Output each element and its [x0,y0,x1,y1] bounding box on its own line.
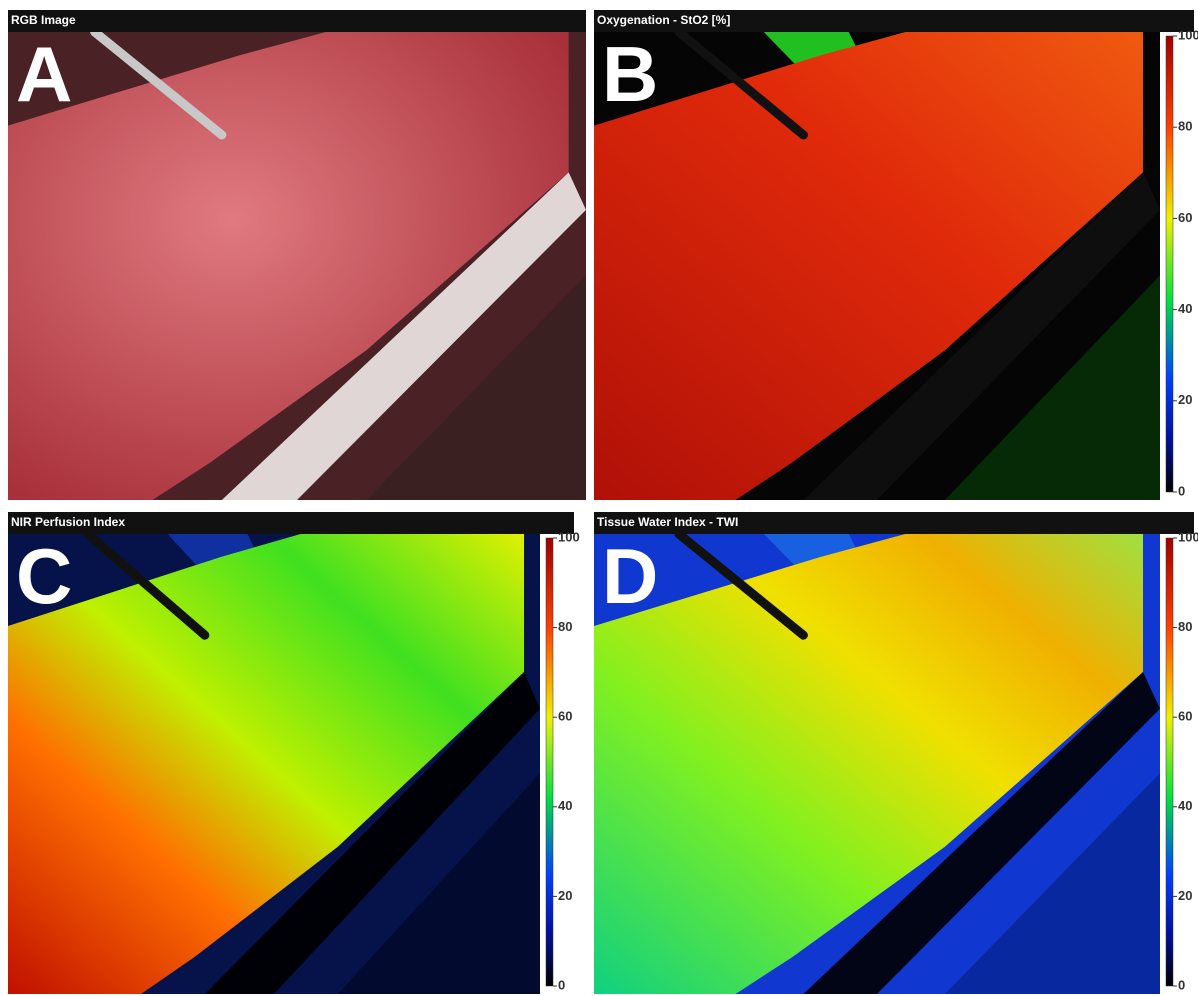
panel-label: C [16,532,72,620]
colorbar-tick-label: 80 [558,619,572,634]
colorbar-tick-label: 80 [1178,119,1192,134]
panel-label: B [602,30,658,118]
panel: RGB Image A [8,10,586,500]
colorbar-tick-label: 40 [1178,798,1192,813]
panel-image: A [8,30,586,500]
colorbar [1166,36,1173,492]
panel-title: Tissue Water Index - TWI [597,515,738,529]
colorbar-tick-label: 20 [558,888,572,903]
colorbar-tick-label: 100 [1178,529,1198,544]
colorbar-tick-label: 20 [1178,392,1192,407]
colorbar-tick-label: 40 [1178,301,1192,316]
colorbar-tick-label: 60 [558,709,572,724]
panel: Tissue Water Index - TWI D 0 20 40 60 80 100 [594,512,1198,994]
figure: RGB Image A Oxygenation - StO2 [%] B 0 20 40 60… [0,0,1198,996]
panel-image: D [594,532,1160,994]
colorbar-tick-label: 40 [558,798,572,813]
panel: Oxygenation - StO2 [%] B 0 20 40 60 80 100 [594,10,1198,500]
colorbar [546,538,553,986]
panel-title: Oxygenation - StO2 [%] [597,13,730,27]
colorbar-tick-label: 20 [1178,888,1192,903]
panel: NIR Perfusion Index C 0 20 40 60 80 100 [8,512,580,994]
colorbar-tick-label: 100 [1178,27,1198,42]
panel-label: D [602,532,658,620]
colorbar [1166,538,1173,986]
panel-title: RGB Image [11,13,76,27]
panel-label: A [16,30,72,118]
colorbar-tick-label: 0 [1178,483,1185,498]
colorbar-tick-label: 80 [1178,619,1192,634]
title-bar [8,10,586,32]
panel-image: B [594,30,1160,500]
colorbar-tick-label: 0 [558,977,565,992]
colorbar-tick-label: 0 [1178,977,1185,992]
colorbar-tick-label: 60 [1178,210,1192,225]
colorbar-tick-label: 100 [558,529,580,544]
panel-image: C [8,532,540,994]
panel-title: NIR Perfusion Index [11,515,125,529]
colorbar-tick-label: 60 [1178,709,1192,724]
